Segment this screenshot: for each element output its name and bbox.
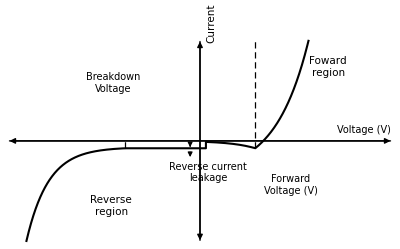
Text: Current: Current bbox=[206, 3, 216, 43]
Text: Voltage (V): Voltage (V) bbox=[338, 124, 391, 134]
Text: Reverse current
leakage: Reverse current leakage bbox=[169, 162, 247, 183]
Text: Reverse
region: Reverse region bbox=[90, 195, 132, 217]
Text: Forward
Voltage (V): Forward Voltage (V) bbox=[264, 174, 318, 196]
Text: Foward
region: Foward region bbox=[309, 56, 347, 78]
Text: Breakdown
Voltage: Breakdown Voltage bbox=[86, 72, 140, 94]
